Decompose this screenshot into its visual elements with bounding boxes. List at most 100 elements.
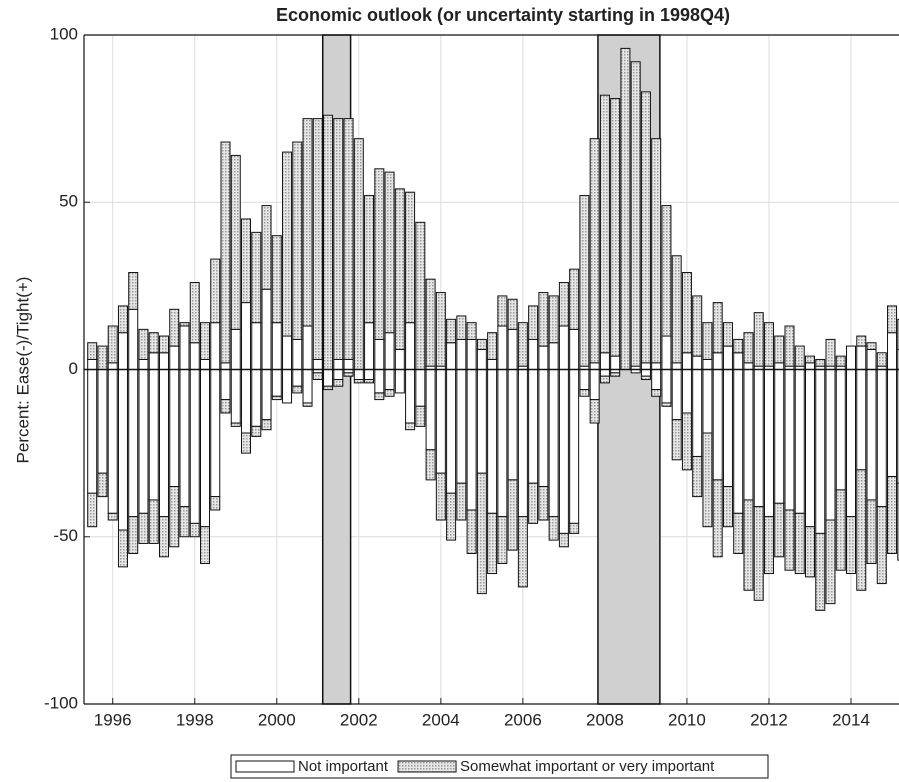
bar (497, 295, 508, 327)
bar (712, 302, 723, 354)
bar (241, 218, 252, 304)
bar (394, 369, 405, 394)
bar (558, 532, 569, 548)
bar (138, 512, 149, 544)
bar (538, 345, 549, 370)
y-tick-label: 0 (69, 359, 78, 378)
bar (866, 369, 877, 501)
bar (712, 352, 723, 370)
bar (199, 358, 210, 370)
bar (241, 302, 252, 371)
bar (169, 369, 180, 488)
x-tick-label: 2008 (586, 710, 624, 729)
bar (548, 516, 559, 541)
bar (384, 389, 395, 397)
x-tick-label: 2000 (258, 710, 296, 729)
bar (384, 369, 395, 391)
bar (599, 375, 610, 384)
bar (179, 369, 190, 508)
bar (497, 516, 508, 565)
bar (763, 369, 774, 518)
bar (384, 332, 395, 370)
bar (292, 369, 303, 387)
bar (271, 322, 282, 371)
bar (733, 369, 744, 514)
bar (558, 282, 569, 327)
bar (569, 369, 580, 524)
bar (651, 138, 662, 364)
bar (251, 231, 262, 324)
bar (897, 482, 899, 561)
bar (179, 506, 190, 538)
bar (241, 369, 252, 434)
bar (681, 412, 692, 471)
bar (661, 335, 672, 370)
bar (630, 61, 641, 367)
bar (640, 91, 651, 364)
bar (733, 512, 744, 554)
bar (528, 369, 539, 484)
bar (661, 402, 672, 407)
bar (846, 369, 857, 518)
bar (312, 358, 323, 370)
bar (446, 492, 457, 541)
bar (415, 369, 426, 407)
bar (117, 529, 128, 568)
bar (538, 486, 549, 521)
bar (774, 369, 785, 504)
bar (405, 422, 416, 431)
bar (866, 348, 877, 370)
bar (189, 342, 200, 370)
bar (692, 369, 703, 457)
bar (261, 288, 272, 370)
bar (733, 352, 744, 370)
x-tick-label: 2004 (422, 710, 460, 729)
bar (230, 422, 241, 427)
bar (97, 472, 108, 498)
bar (435, 369, 446, 474)
bar (487, 512, 498, 575)
bar (466, 338, 477, 370)
bar (138, 358, 149, 370)
x-tick-label: 2002 (340, 710, 378, 729)
y-tick-label: -100 (44, 693, 78, 712)
bar (497, 369, 508, 518)
bar (876, 369, 887, 508)
bar (374, 338, 385, 370)
legend: Not important Somewhat important or very … (230, 754, 769, 779)
bar (210, 258, 221, 324)
bar (189, 522, 200, 538)
bar (97, 345, 108, 370)
bar (128, 369, 139, 518)
bar (364, 379, 375, 384)
bar (292, 385, 303, 394)
bar (220, 362, 231, 370)
bar (804, 362, 815, 370)
bar (446, 342, 457, 370)
bar (804, 369, 815, 528)
bar (374, 168, 385, 340)
bar (210, 496, 221, 511)
bar (353, 369, 364, 381)
bar (702, 369, 713, 434)
bar (487, 358, 498, 370)
legend-swatch (235, 760, 295, 773)
bar (558, 325, 569, 371)
bar (722, 369, 733, 488)
bar (271, 235, 282, 324)
bar (681, 271, 692, 354)
x-tick-label: 2010 (668, 710, 706, 729)
bar (261, 205, 272, 290)
bar (784, 325, 795, 367)
bar (825, 338, 836, 367)
bar (897, 318, 899, 350)
bar (353, 138, 364, 370)
bar (466, 322, 477, 340)
bar (343, 118, 354, 360)
bar (897, 369, 899, 484)
bar (302, 118, 313, 327)
bar (887, 332, 898, 370)
bar (743, 332, 754, 364)
bar (97, 369, 108, 474)
legend-label: Not important (298, 758, 389, 775)
